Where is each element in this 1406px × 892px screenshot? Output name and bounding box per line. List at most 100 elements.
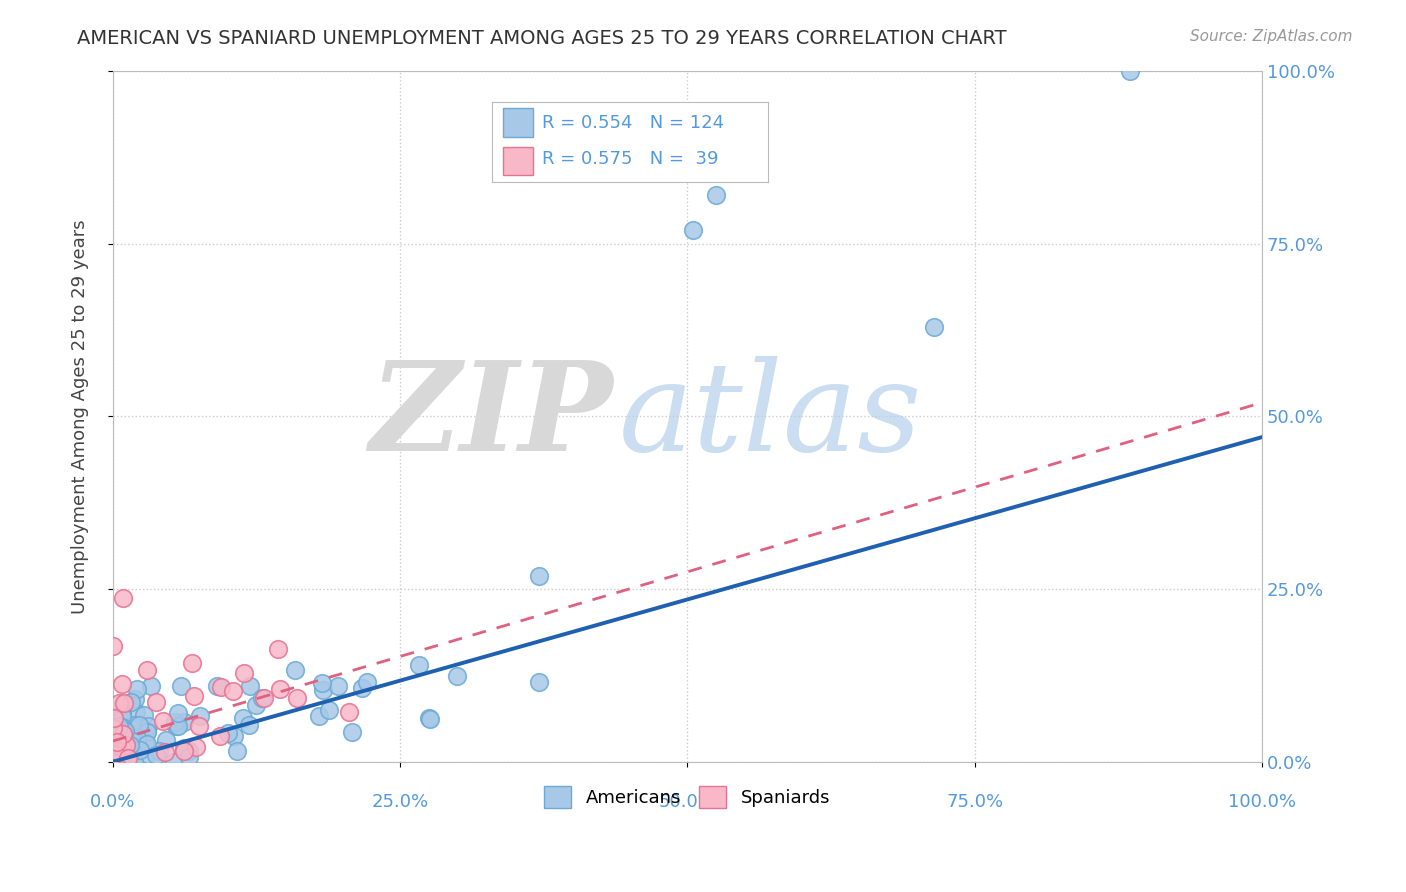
Point xyxy=(103,747,125,761)
Y-axis label: Unemployment Among Ages 25 to 29 years: Unemployment Among Ages 25 to 29 years xyxy=(72,219,89,614)
Point xyxy=(269,681,291,696)
Point xyxy=(110,757,132,772)
Point xyxy=(114,739,136,753)
Point xyxy=(118,738,141,752)
Point xyxy=(101,768,124,782)
Point xyxy=(117,765,139,780)
Point xyxy=(267,641,290,656)
Point xyxy=(125,706,148,720)
Point xyxy=(103,713,125,727)
Point xyxy=(108,768,131,782)
Point xyxy=(105,768,128,782)
Point xyxy=(419,712,441,726)
Point xyxy=(104,747,127,762)
Point xyxy=(340,724,363,739)
Point xyxy=(198,768,221,782)
Point xyxy=(108,719,131,733)
Point xyxy=(135,768,157,782)
Point xyxy=(136,719,159,733)
Point xyxy=(145,768,167,782)
Point xyxy=(122,768,145,782)
Point xyxy=(124,755,146,769)
Point xyxy=(110,758,132,772)
Point xyxy=(114,723,136,738)
Point xyxy=(136,724,159,739)
Point xyxy=(222,729,245,743)
Point xyxy=(139,679,162,693)
Point xyxy=(136,724,159,739)
Point xyxy=(112,696,135,710)
Point xyxy=(104,756,127,770)
Point xyxy=(103,768,125,782)
Point xyxy=(108,697,131,711)
Point xyxy=(148,768,170,782)
Point xyxy=(145,747,167,762)
Point xyxy=(186,739,208,754)
Point xyxy=(682,223,704,237)
Point xyxy=(104,722,127,736)
Point xyxy=(105,735,128,749)
Point xyxy=(152,714,174,728)
Point xyxy=(1119,64,1142,78)
Legend: Americans, Spaniards: Americans, Spaniards xyxy=(537,779,838,815)
Point xyxy=(101,745,124,759)
Point xyxy=(111,706,134,720)
Point xyxy=(527,674,550,689)
Point xyxy=(134,752,156,766)
Point xyxy=(418,711,440,725)
Point xyxy=(101,768,124,782)
Point xyxy=(114,744,136,758)
Point xyxy=(110,768,132,782)
Point xyxy=(105,723,128,737)
Point xyxy=(446,669,468,683)
Point xyxy=(167,706,190,721)
Point xyxy=(112,727,135,741)
Point xyxy=(127,768,149,782)
Point xyxy=(128,718,150,732)
Text: 0.0%: 0.0% xyxy=(90,793,135,811)
Point xyxy=(125,681,148,696)
Point xyxy=(177,750,200,764)
Point xyxy=(103,768,125,782)
Point xyxy=(208,729,231,743)
Point xyxy=(166,718,188,732)
Text: 100.0%: 100.0% xyxy=(1227,793,1296,811)
Point xyxy=(180,768,202,782)
Point xyxy=(704,188,727,202)
Point xyxy=(311,676,333,690)
Point xyxy=(148,744,170,758)
Point xyxy=(120,732,142,747)
Point xyxy=(129,763,152,777)
Point xyxy=(121,745,143,759)
Point xyxy=(122,768,145,782)
Point xyxy=(337,705,360,719)
Point xyxy=(155,746,177,760)
Point xyxy=(308,709,330,723)
Point xyxy=(155,733,177,747)
Point xyxy=(120,768,142,782)
Point xyxy=(312,682,335,697)
Point xyxy=(117,736,139,750)
Point xyxy=(183,689,205,703)
Point xyxy=(160,768,183,782)
Point xyxy=(134,737,156,751)
Point xyxy=(124,691,146,706)
Point xyxy=(328,679,350,693)
Point xyxy=(163,756,186,770)
Point xyxy=(187,719,209,733)
Point xyxy=(209,680,232,694)
Point xyxy=(170,679,193,693)
Point xyxy=(136,737,159,751)
Point xyxy=(101,757,124,772)
Text: Source: ZipAtlas.com: Source: ZipAtlas.com xyxy=(1189,29,1353,44)
Point xyxy=(225,744,247,758)
Point xyxy=(245,698,267,712)
Point xyxy=(108,762,131,776)
Point xyxy=(114,768,136,782)
Point xyxy=(284,663,307,677)
Point xyxy=(122,743,145,757)
Point xyxy=(217,725,239,739)
Point xyxy=(125,768,148,782)
Point xyxy=(173,740,195,755)
Point xyxy=(105,760,128,774)
